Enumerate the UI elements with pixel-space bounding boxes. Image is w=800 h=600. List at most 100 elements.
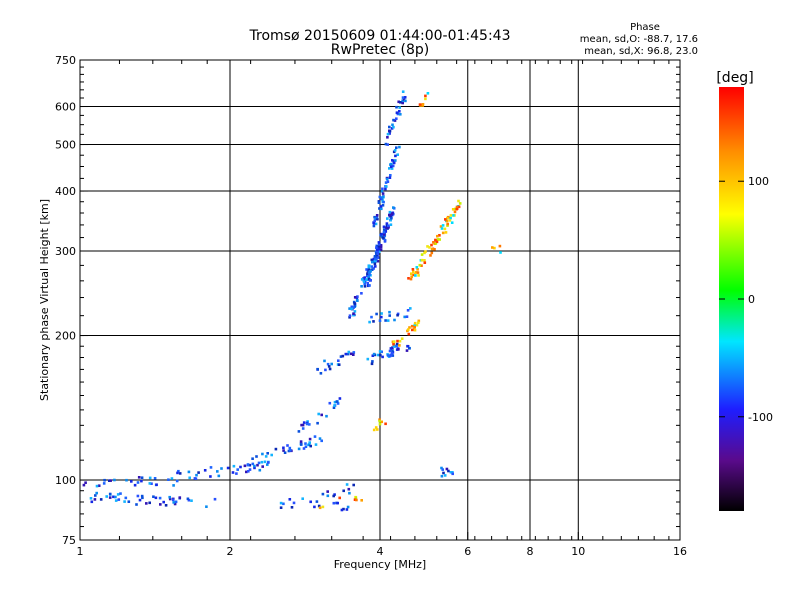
- data-point: [440, 474, 444, 478]
- data-point: [167, 478, 170, 481]
- data-point: [124, 496, 128, 500]
- data-point: [379, 248, 383, 251]
- data-point: [386, 319, 390, 322]
- data-point: [443, 227, 447, 231]
- data-point: [392, 125, 395, 129]
- data-point: [279, 506, 283, 509]
- x-tick-label: 16: [673, 545, 687, 558]
- data-point: [168, 497, 172, 501]
- data-point: [423, 259, 426, 262]
- data-point: [352, 313, 355, 317]
- data-point: [297, 447, 301, 451]
- data-point: [263, 460, 267, 464]
- data-point: [348, 307, 351, 310]
- data-point: [287, 449, 291, 453]
- colorbar-tick-label: 100: [748, 175, 769, 188]
- data-point: [401, 90, 405, 93]
- data-point: [397, 348, 400, 351]
- data-point: [352, 483, 355, 487]
- data-point: [392, 161, 396, 165]
- data-point: [377, 243, 381, 246]
- data-point: [253, 466, 256, 470]
- data-point: [338, 496, 341, 500]
- data-point: [235, 472, 238, 475]
- y-axis-label: Stationary phase Virtual Height [km]: [38, 199, 51, 401]
- data-point: [416, 271, 420, 274]
- data-point: [370, 265, 374, 268]
- data-point: [375, 214, 379, 217]
- data-point: [253, 464, 256, 468]
- data-point: [315, 500, 319, 503]
- data-point: [390, 216, 393, 220]
- data-point: [368, 284, 371, 287]
- data-point: [449, 216, 452, 220]
- data-point: [349, 352, 353, 356]
- data-point: [174, 500, 178, 504]
- data-point: [236, 468, 239, 471]
- data-point: [127, 500, 131, 503]
- data-point: [388, 314, 391, 317]
- data-point: [392, 342, 395, 346]
- data-point: [413, 328, 417, 332]
- data-point: [383, 233, 386, 236]
- data-point: [370, 362, 374, 366]
- data-point: [392, 340, 396, 343]
- data-point: [337, 359, 340, 362]
- data-point: [413, 272, 417, 276]
- data-point: [420, 264, 423, 267]
- data-point: [434, 242, 438, 245]
- data-point: [393, 318, 396, 322]
- data-point: [372, 267, 375, 270]
- chart-title: Tromsø 20150609 01:44:00-01:45:43: [249, 28, 511, 44]
- data-point: [363, 282, 366, 286]
- data-point: [367, 275, 370, 279]
- data-point: [105, 495, 108, 498]
- data-point: [381, 192, 385, 195]
- data-point: [316, 421, 319, 425]
- data-point: [162, 500, 165, 504]
- data-point: [321, 492, 325, 496]
- data-point: [335, 400, 339, 403]
- data-point: [274, 447, 278, 451]
- data-point: [178, 496, 182, 499]
- data-point: [353, 498, 357, 501]
- data-point: [282, 502, 285, 506]
- data-point: [389, 165, 393, 169]
- data-point: [368, 273, 371, 276]
- data-point: [380, 315, 383, 319]
- data-point: [372, 352, 376, 356]
- data-point: [395, 345, 398, 348]
- data-point: [188, 476, 191, 480]
- data-point: [458, 202, 462, 205]
- data-point: [372, 222, 376, 225]
- data-point: [410, 324, 414, 328]
- data-point: [373, 215, 376, 219]
- data-point: [381, 204, 385, 207]
- data-point: [333, 404, 336, 407]
- data-point: [388, 310, 391, 314]
- data-point: [187, 470, 191, 474]
- data-point: [415, 271, 418, 274]
- data-point: [354, 496, 358, 499]
- data-point: [374, 222, 378, 226]
- x-tick-label: 4: [377, 545, 384, 558]
- data-point: [282, 446, 285, 450]
- data-point: [333, 493, 336, 496]
- data-point: [392, 159, 396, 163]
- data-point: [366, 281, 369, 285]
- data-point: [384, 319, 387, 322]
- data-point: [384, 142, 388, 146]
- data-point: [103, 478, 106, 482]
- data-point: [353, 302, 356, 305]
- data-point: [441, 224, 445, 227]
- data-point: [384, 187, 387, 191]
- data-point: [388, 129, 392, 133]
- data-point: [392, 118, 395, 122]
- data-point: [438, 238, 441, 241]
- data-point: [394, 159, 397, 162]
- data-point: [439, 225, 443, 228]
- data-point: [410, 275, 413, 278]
- data-point: [145, 502, 148, 505]
- data-point: [441, 468, 444, 471]
- x-axis-ticks: 1 2 4 6 8 10 16: [77, 60, 687, 558]
